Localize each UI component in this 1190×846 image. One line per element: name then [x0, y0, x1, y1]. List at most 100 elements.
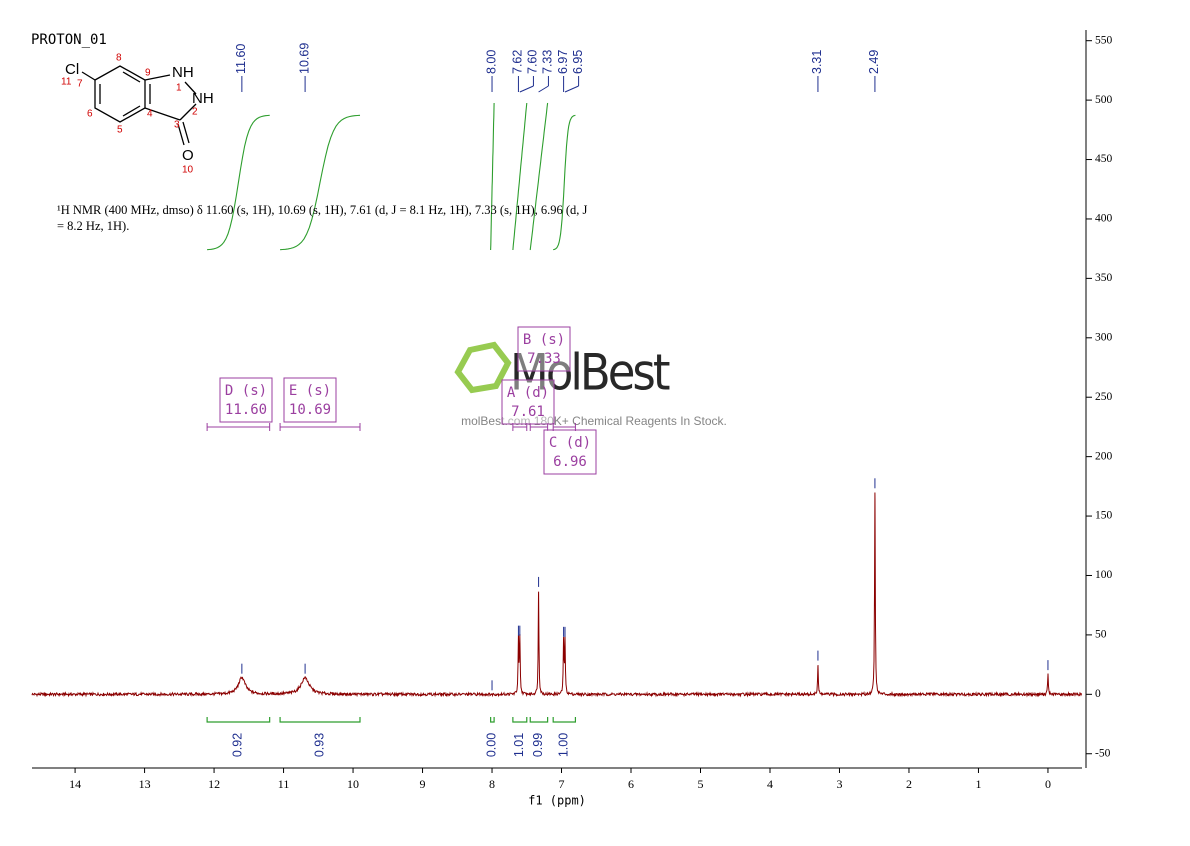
benzene-ring: [94, 65, 146, 123]
multiplet-label: D (s): [225, 383, 267, 399]
y-tick-label: 500: [1095, 94, 1113, 106]
y-tick-label: 400: [1095, 213, 1113, 225]
x-axis-label: f1 (ppm): [528, 794, 586, 808]
y-tick-label: 350: [1095, 272, 1113, 284]
y-tick-label: 50: [1095, 629, 1107, 641]
bond: [184, 81, 197, 95]
multiplet-range: [552, 423, 576, 431]
spectrum-trace: [31, 492, 1083, 698]
x-tick-label: 13: [139, 777, 151, 791]
x-tick-label: 4: [767, 777, 773, 791]
chart-title: PROTON_01: [31, 32, 107, 48]
multiplet-shift: 7.61: [511, 404, 545, 420]
multiplet-range: [206, 423, 271, 431]
y-tick-label: 100: [1095, 569, 1113, 581]
watermark-brand: MolBest: [510, 344, 670, 402]
bond: [122, 71, 141, 83]
multiplet-label: C (d): [549, 435, 591, 451]
integral-curve: [512, 102, 528, 251]
integral-label: 1.00: [557, 733, 571, 757]
atom-number: 10: [182, 165, 194, 176]
peak-label: 7.33: [541, 50, 555, 74]
multiplet-shift: 11.60: [225, 402, 267, 418]
y-tick-label: 150: [1095, 510, 1113, 522]
integral-label: 0.93: [312, 733, 326, 757]
multiplet-label: E (s): [289, 383, 331, 399]
annotation: ¹H NMR (400 MHz, dmso) δ 11.60 (s, 1H), …: [57, 203, 588, 233]
atom-number: 7: [77, 79, 83, 90]
atom-label: O: [182, 147, 194, 164]
integral-curve: [280, 114, 361, 251]
bond: [144, 107, 181, 121]
watermark-tagline: molBest.com 180K+ Chemical Reagents In S…: [461, 414, 727, 428]
atom-number: 8: [116, 53, 122, 64]
atom-number: 1: [176, 83, 182, 94]
multiplet-box: [501, 379, 555, 425]
x-tick-label: 11: [278, 777, 290, 791]
multiplet-box: [219, 377, 273, 423]
integral-label: 0.99: [531, 733, 545, 757]
integral-label: 1.01: [512, 733, 526, 757]
x-tick-label: 5: [697, 777, 703, 791]
integral-curve: [553, 114, 576, 251]
x-tick-label: 6: [628, 777, 634, 791]
atom-number: 11: [61, 77, 72, 88]
x-tick-label: 10: [347, 777, 359, 791]
atom-number: 2: [192, 107, 198, 118]
y-tick-label: 0: [1095, 688, 1101, 700]
x-tick-label: 9: [420, 777, 426, 791]
peak-label: 3.31: [810, 50, 824, 74]
y-tick-label: -50: [1095, 747, 1111, 759]
peak-label: 11.60: [234, 44, 248, 74]
integral-label: 0.92: [231, 733, 245, 757]
bond: [182, 121, 190, 144]
peak-label-connector: [519, 85, 534, 93]
y-tick-label: 550: [1095, 34, 1113, 46]
multiplet-range: [279, 423, 361, 431]
multiplet-label: A (d): [507, 385, 549, 401]
peak-label: 7.62: [511, 50, 525, 74]
y-tick-label: 450: [1095, 153, 1113, 165]
bond: [177, 123, 185, 146]
atom-number: 9: [145, 68, 151, 79]
atom-label: NH: [192, 90, 214, 107]
peak-label-connector: [564, 85, 579, 93]
x-tick-label: 2: [906, 777, 912, 791]
atom-number: 4: [147, 109, 153, 120]
peak-label-connector: [538, 85, 549, 93]
integral-curve: [529, 102, 549, 251]
multiplet-box: [543, 429, 597, 475]
x-tick-label: 1: [975, 777, 981, 791]
multiplet-shift: 10.69: [289, 402, 331, 418]
x-tick-label: 0: [1045, 777, 1051, 791]
atom-number: 5: [117, 125, 123, 136]
peak-label: 6.97: [556, 50, 570, 74]
x-tick-label: 3: [836, 777, 842, 791]
peak-label: 6.95: [571, 50, 585, 74]
logo: [454, 341, 512, 394]
atom-number: 3: [174, 120, 180, 131]
integral-bracket: [279, 717, 361, 723]
bond: [144, 74, 171, 81]
atom-label: NH: [172, 64, 194, 81]
integral-curve: [207, 114, 270, 251]
watermark: MolBest molBest.com 180K+ Chemical Reage…: [454, 341, 727, 428]
x-tick-label: 12: [208, 777, 220, 791]
y-tick-label: 200: [1095, 450, 1113, 462]
y-tick-label: 300: [1095, 331, 1113, 343]
integral-bracket: [490, 717, 495, 723]
integral-curve: [490, 102, 495, 251]
y-tick-label: 250: [1095, 391, 1113, 403]
multiplet-box: [517, 326, 571, 372]
x-tick-label: 14: [69, 777, 81, 791]
integral-label: 0.00: [485, 733, 499, 757]
multiplet-label: B (s): [523, 332, 565, 348]
integral-bracket: [529, 717, 549, 723]
integral-bracket: [206, 717, 271, 723]
peak-label: 2.49: [867, 50, 881, 74]
structure: [81, 65, 197, 146]
multiplet-shift: 6.96: [553, 454, 587, 470]
multiplet-box: [283, 377, 337, 423]
